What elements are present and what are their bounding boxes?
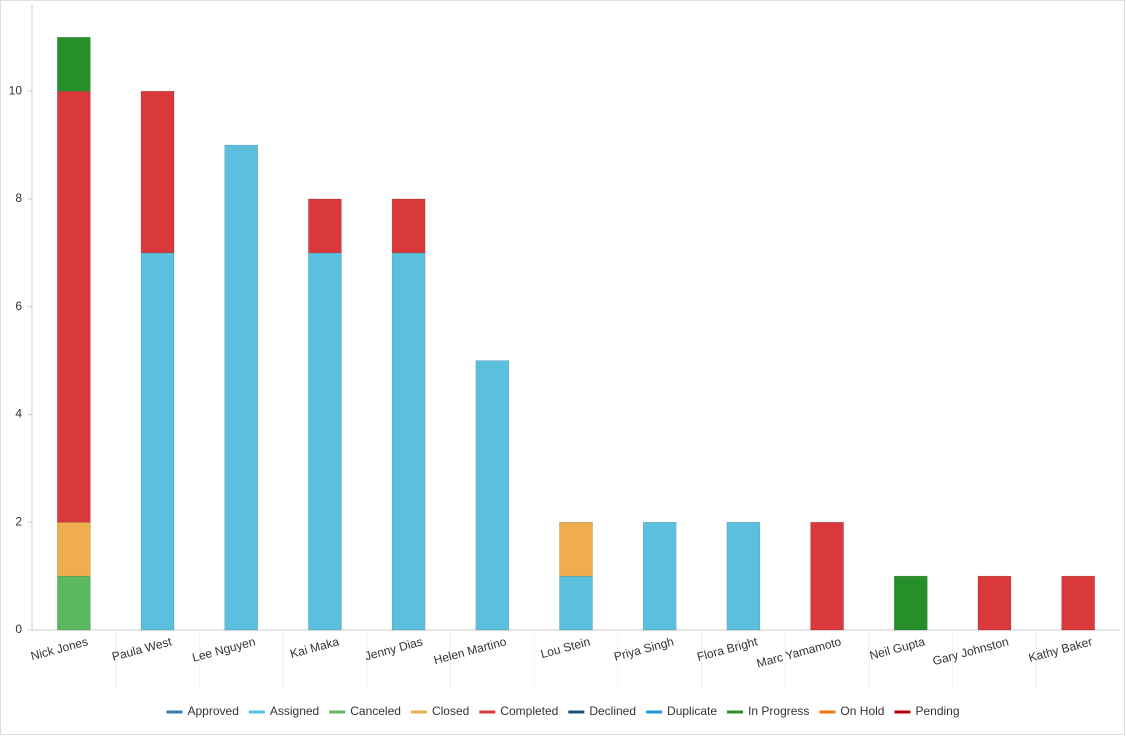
bar-segment	[57, 90, 91, 523]
bar-segment	[726, 521, 761, 631]
bar-segment	[308, 252, 342, 631]
legend-label: Pending	[915, 704, 959, 718]
bar-segment	[977, 575, 1012, 631]
bar-segment	[391, 252, 426, 631]
y-tick-label: 10	[9, 83, 23, 97]
bar-segment	[140, 252, 175, 631]
bar-segment	[308, 198, 342, 254]
legend: Approved Assigned Canceled Closed Completed D…	[166, 704, 960, 718]
bar-segment	[57, 37, 91, 92]
legend-label: Assigned	[270, 704, 319, 718]
legend-label: In Progress	[748, 704, 809, 718]
bar-segment	[57, 575, 91, 631]
bar-segment	[642, 521, 677, 631]
bar-segment	[224, 144, 258, 631]
y-tick-label: 2	[15, 514, 22, 528]
bar-segment	[1061, 575, 1095, 631]
legend-label: Closed	[432, 704, 469, 718]
legend-label: On Hold	[840, 704, 884, 718]
legend-label: Declined	[589, 704, 636, 718]
y-tick-label: 0	[15, 622, 22, 636]
bar-segment	[140, 90, 175, 254]
bar-segment	[57, 521, 91, 577]
legend-label: Completed	[500, 704, 558, 718]
bar-segment	[559, 521, 593, 577]
y-tick-label: 4	[15, 407, 22, 421]
bar-segment	[391, 198, 426, 254]
bar-segment	[894, 575, 928, 631]
legend-label: Canceled	[350, 704, 401, 718]
bar-segment	[810, 521, 844, 631]
legend-label: Duplicate	[667, 704, 717, 718]
bar-segment	[559, 575, 593, 631]
y-tick-label: 6	[15, 299, 22, 313]
legend-label: Approved	[187, 704, 238, 718]
y-tick-label: 8	[15, 191, 22, 205]
bar-segment	[475, 360, 510, 631]
